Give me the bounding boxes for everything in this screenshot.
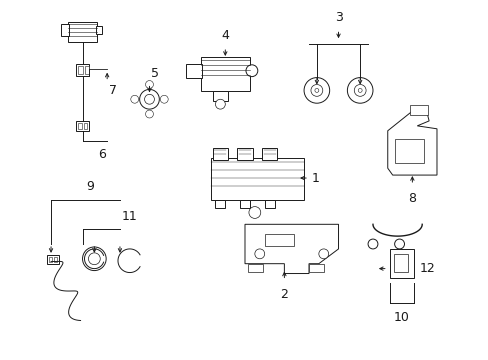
Circle shape <box>318 249 328 259</box>
Bar <box>49 257 52 262</box>
Circle shape <box>310 85 322 96</box>
Circle shape <box>304 78 329 103</box>
Circle shape <box>394 239 404 249</box>
Text: 1: 1 <box>311 171 319 185</box>
Text: 5: 5 <box>151 67 159 80</box>
Bar <box>264 234 294 246</box>
Bar <box>240 200 249 208</box>
Circle shape <box>314 89 318 93</box>
Bar <box>84 66 89 74</box>
Bar <box>261 148 277 160</box>
Bar <box>264 200 274 208</box>
Bar <box>47 255 59 264</box>
Text: 6: 6 <box>98 148 106 162</box>
Bar <box>78 66 82 74</box>
Text: 12: 12 <box>418 262 434 275</box>
Bar <box>215 200 225 208</box>
Circle shape <box>245 65 257 77</box>
Text: 4: 4 <box>221 29 229 42</box>
Bar <box>389 249 413 278</box>
Circle shape <box>145 110 153 118</box>
Bar <box>76 64 89 76</box>
Bar <box>393 254 407 271</box>
Text: 10: 10 <box>393 311 408 324</box>
Bar <box>78 123 81 129</box>
Bar <box>83 123 87 129</box>
Bar <box>308 264 323 271</box>
Circle shape <box>358 89 362 93</box>
Circle shape <box>140 89 159 109</box>
Polygon shape <box>244 224 338 274</box>
Circle shape <box>248 207 260 219</box>
Bar <box>185 64 201 78</box>
Circle shape <box>130 95 139 103</box>
Text: 9: 9 <box>86 180 94 193</box>
Polygon shape <box>387 111 436 175</box>
Circle shape <box>254 249 264 259</box>
Bar <box>409 105 427 115</box>
Bar <box>394 139 423 163</box>
Circle shape <box>144 94 154 104</box>
Circle shape <box>215 99 225 109</box>
Bar <box>212 148 228 160</box>
Bar <box>54 257 57 262</box>
Bar <box>61 24 69 36</box>
Circle shape <box>88 253 100 265</box>
Text: 11: 11 <box>122 210 138 223</box>
Circle shape <box>353 85 366 96</box>
Text: 2: 2 <box>280 288 288 301</box>
Circle shape <box>82 247 106 271</box>
Bar <box>68 22 97 42</box>
Bar <box>210 158 304 200</box>
Bar <box>247 264 262 271</box>
Bar <box>237 148 252 160</box>
Circle shape <box>346 78 372 103</box>
Text: 7: 7 <box>109 85 117 98</box>
Circle shape <box>367 239 377 249</box>
Text: 8: 8 <box>407 192 415 205</box>
Circle shape <box>160 95 168 103</box>
Text: 3: 3 <box>334 12 342 24</box>
Bar <box>96 26 102 34</box>
Bar <box>212 91 228 101</box>
Circle shape <box>145 81 153 89</box>
Bar <box>200 57 249 91</box>
Bar <box>76 121 89 131</box>
